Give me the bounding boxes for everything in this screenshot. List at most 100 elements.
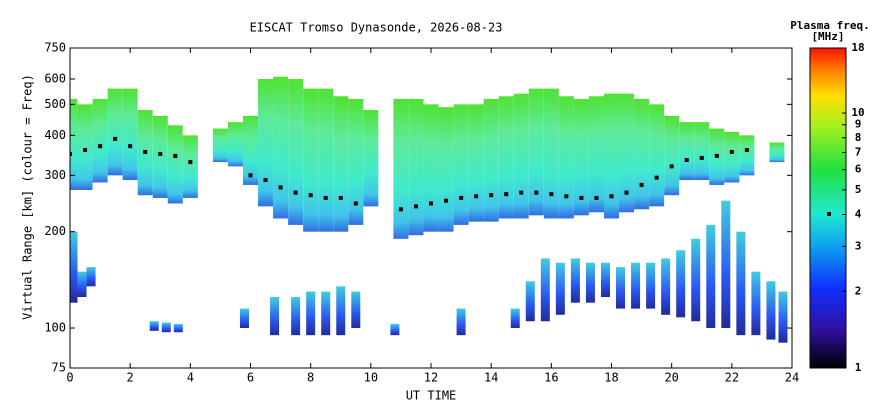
x-tick-label: 10	[364, 371, 378, 385]
f-region-echo	[258, 79, 274, 207]
trace-point	[729, 149, 734, 154]
x-tick-label: 24	[785, 371, 799, 385]
e-region-echo	[161, 322, 171, 333]
x-tick-label: 8	[307, 371, 314, 385]
y-tick-label: 400	[44, 128, 66, 142]
colorbar-unit: [MHz]	[811, 30, 844, 43]
f-region-echo	[649, 104, 665, 207]
f-region-echo	[664, 115, 680, 196]
f-region-echo	[303, 88, 319, 232]
f-region-echo	[212, 128, 228, 163]
f-region-echo	[152, 115, 168, 198]
trace-point	[699, 155, 704, 160]
x-tick-label: 16	[544, 371, 558, 385]
trace-point	[714, 153, 719, 158]
colorbar-tick-label: 8	[855, 131, 862, 144]
trace-point	[158, 151, 163, 156]
x-tick-label: 14	[484, 371, 498, 385]
e-region-echo	[149, 321, 159, 331]
e-region-echo	[239, 308, 249, 329]
trace-point	[459, 195, 464, 200]
trace-point	[188, 160, 193, 165]
y-tick-label: 75	[52, 361, 66, 375]
x-tick-label: 4	[187, 371, 194, 385]
y-tick-label: 500	[44, 97, 66, 111]
x-tick-label: 0	[66, 371, 73, 385]
f-region-echo	[318, 88, 334, 232]
trace-point	[624, 190, 629, 195]
f-region-echo	[333, 96, 349, 232]
colorbar-tick-label: 1	[855, 361, 862, 374]
trace-point	[113, 136, 118, 141]
trace-point	[504, 192, 509, 197]
trace-point	[654, 175, 659, 180]
trace-point	[143, 149, 148, 154]
e-region-echo	[600, 262, 610, 298]
f-region-echo	[483, 98, 499, 222]
colorbar-tick-label: 6	[855, 163, 862, 176]
f-region-echo	[92, 98, 108, 183]
colorbar-tick-label: 18	[851, 41, 864, 54]
e-region-echo	[646, 262, 656, 309]
f-region-echo	[573, 98, 589, 216]
e-region-echo	[721, 200, 731, 329]
colorbar-tick-label: 10	[851, 106, 864, 119]
trace-point	[489, 193, 494, 198]
f-region-echo	[107, 88, 123, 176]
x-tick-label: 6	[247, 371, 254, 385]
trace-point	[248, 173, 253, 178]
f-region-echo	[438, 107, 454, 232]
e-region-echo	[616, 267, 626, 309]
e-region-echo	[706, 224, 716, 329]
e-region-echo	[291, 297, 301, 336]
trace-point	[669, 164, 674, 169]
f-region-echo	[619, 93, 635, 213]
e-region-echo	[570, 258, 580, 303]
plot-area	[70, 76, 788, 343]
f-region-echo	[513, 93, 529, 219]
x-tick-label: 18	[604, 371, 618, 385]
e-region-echo	[766, 281, 776, 340]
trace-point	[323, 195, 328, 200]
f-region-echo	[634, 98, 650, 210]
e-region-echo	[525, 281, 535, 322]
colorbar	[809, 47, 847, 369]
colorbar-tick-label: 9	[855, 118, 862, 131]
f-region-echo	[408, 98, 424, 236]
trace-point	[474, 194, 479, 199]
e-region-echo	[691, 238, 701, 322]
f-region-echo	[543, 88, 559, 219]
e-region-echo	[390, 323, 400, 336]
e-region-echo	[585, 262, 595, 303]
f-region-echo	[588, 96, 604, 213]
e-region-echo	[336, 286, 346, 336]
f-region-echo	[724, 131, 740, 183]
trace-point	[98, 144, 103, 149]
f-region-echo	[498, 96, 514, 219]
y-tick-label: 750	[44, 41, 66, 55]
x-axis-label: UT TIME	[406, 389, 457, 403]
f-region-echo	[227, 122, 243, 167]
e-region-echo	[676, 250, 686, 318]
f-region-echo	[363, 110, 379, 207]
trace-point	[744, 148, 749, 153]
e-region-echo	[456, 308, 466, 336]
colorbar-tick-label: 4	[855, 208, 862, 221]
f-region-echo	[182, 135, 198, 198]
e-region-echo	[631, 262, 641, 309]
f-region-echo	[348, 98, 364, 225]
f-region-echo	[769, 142, 785, 163]
f-region-echo	[453, 104, 469, 225]
f-region-echo	[273, 76, 289, 219]
f-region-echo	[77, 104, 93, 190]
e-region-echo	[270, 297, 280, 336]
colorbar-tick-label: 7	[855, 146, 862, 159]
f-region-echo	[393, 98, 409, 239]
trace-point	[293, 190, 298, 195]
x-tick-label: 22	[725, 371, 739, 385]
colorbar-tick-label: 3	[855, 239, 862, 252]
f-region-echo	[70, 98, 78, 190]
trace-point	[83, 148, 88, 153]
e-region-echo	[540, 258, 550, 322]
colorbar-tick-label: 2	[855, 284, 862, 297]
